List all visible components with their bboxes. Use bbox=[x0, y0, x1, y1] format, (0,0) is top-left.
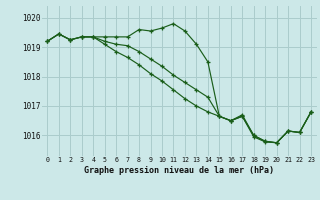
X-axis label: Graphe pression niveau de la mer (hPa): Graphe pression niveau de la mer (hPa) bbox=[84, 166, 274, 175]
